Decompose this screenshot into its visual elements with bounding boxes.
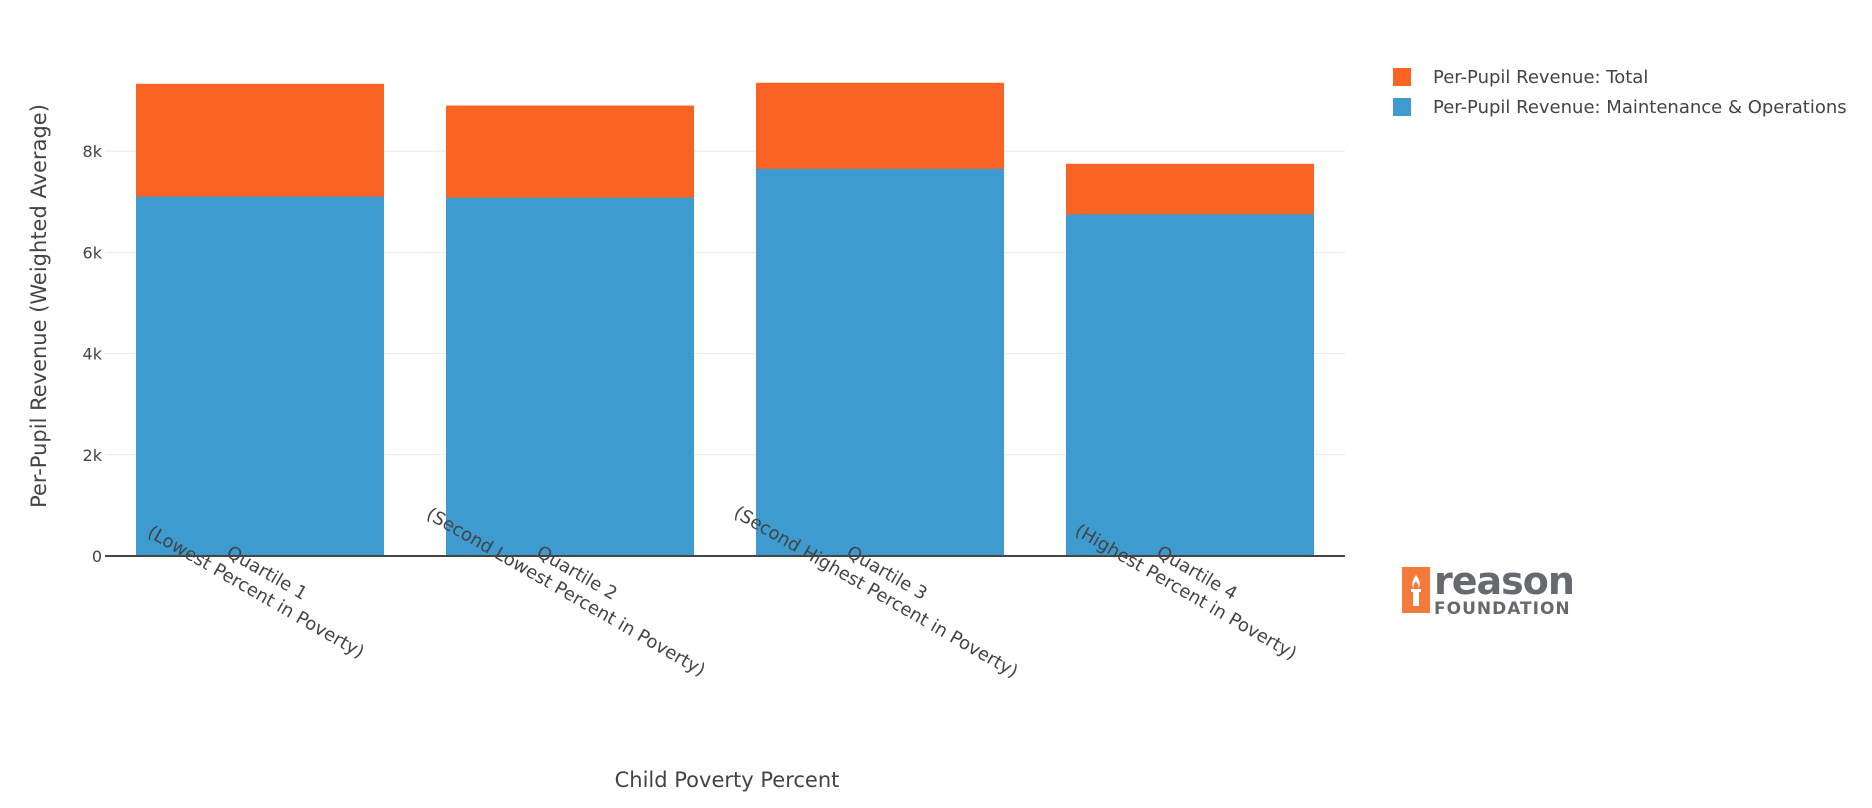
y-axis-title: Per-Pupil Revenue (Weighted Average) xyxy=(27,104,51,508)
legend: Per-Pupil Revenue: Total Per-Pupil Reven… xyxy=(1393,62,1847,122)
torch-icon xyxy=(1402,567,1430,613)
legend-item-maintenance[interactable]: Per-Pupil Revenue: Maintenance & Operati… xyxy=(1393,92,1847,122)
logo-sub: FOUNDATION xyxy=(1434,599,1571,619)
legend-swatch-total xyxy=(1393,68,1411,86)
legend-label-total: Per-Pupil Revenue: Total xyxy=(1433,66,1649,88)
reason-foundation-logo: reason FOUNDATION xyxy=(1402,559,1575,619)
y-tick-label: 6k xyxy=(83,243,103,262)
bar-maintenance-q3 xyxy=(756,168,1004,556)
logo-word: reason xyxy=(1434,559,1575,603)
legend-swatch-maintenance xyxy=(1393,98,1411,116)
legend-label-maintenance: Per-Pupil Revenue: Maintenance & Operati… xyxy=(1433,96,1847,118)
bar-maintenance-q1 xyxy=(136,196,384,556)
legend-item-total[interactable]: Per-Pupil Revenue: Total xyxy=(1393,62,1847,92)
bar-maintenance-q2 xyxy=(446,197,694,556)
y-tick-label: 4k xyxy=(83,345,103,364)
y-tick-label: 2k xyxy=(83,446,103,465)
x-axis-title: Child Poverty Percent xyxy=(615,768,840,792)
bar-maintenance-q4 xyxy=(1066,214,1314,556)
y-tick-label: 0 xyxy=(92,547,102,566)
y-tick-label: 8k xyxy=(83,142,103,161)
